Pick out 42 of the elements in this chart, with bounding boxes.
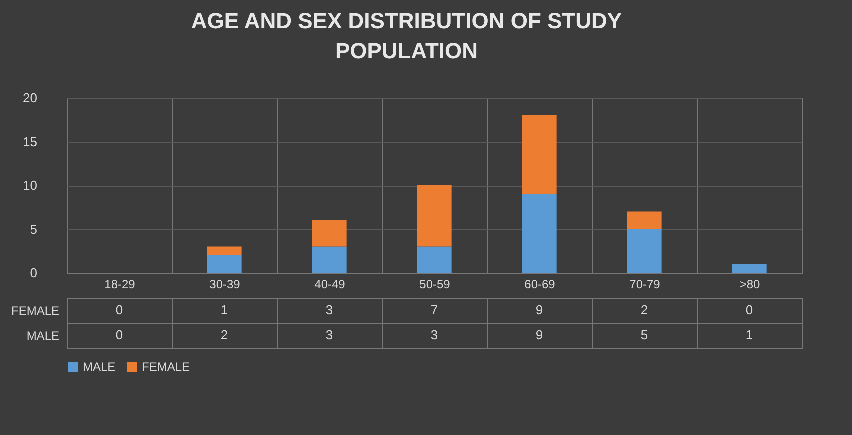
- bar: [207, 256, 242, 273]
- data-label: 2: [220, 328, 228, 342]
- legend-label: FEMALE: [142, 360, 190, 374]
- bar: [312, 246, 347, 273]
- bar: [522, 116, 557, 194]
- data-label: 0: [746, 302, 754, 318]
- x-tick-label: 18-29: [104, 278, 136, 292]
- bar: [417, 186, 452, 247]
- y-tick-label: 20: [23, 90, 38, 106]
- y-tick-label: 5: [30, 222, 38, 237]
- chart-title: AGE AND SEX DISTRIBUTION OF STUDY POPULATION: [191, 8, 622, 64]
- x-tick-label: 40-49: [314, 278, 346, 292]
- x-tick-label: >80: [740, 278, 760, 292]
- data-label: 3: [326, 328, 334, 342]
- legend-label: MALE: [83, 360, 116, 374]
- bar: [312, 220, 347, 247]
- data-label: 0: [116, 302, 124, 318]
- data-label: 7: [430, 302, 438, 318]
- y-tick-label: 15: [23, 134, 38, 150]
- bar: [207, 246, 242, 256]
- bar: [627, 212, 662, 230]
- x-tick-label: 60-69: [524, 278, 556, 292]
- bar: [417, 246, 452, 273]
- data-label: 5: [640, 328, 648, 342]
- bar: [522, 194, 557, 273]
- x-tick-label: 70-79: [630, 278, 661, 292]
- y-tick-label: 10: [23, 178, 38, 193]
- y-tick-label: 0: [30, 266, 38, 280]
- bar: [732, 264, 767, 273]
- data-label: 0: [116, 328, 124, 342]
- text: MALE: [26, 329, 60, 343]
- data-label: 1: [220, 302, 228, 318]
- data-label: 9: [536, 328, 544, 342]
- bar: [627, 229, 662, 273]
- data-label: 1: [746, 328, 754, 342]
- data-label: 3: [430, 328, 438, 342]
- x-tick-label: 50-59: [420, 278, 451, 292]
- data-label: 3: [326, 302, 334, 318]
- text: FEMALE: [11, 304, 60, 318]
- data-label: 9: [536, 302, 544, 318]
- x-tick-label: 30-39: [210, 278, 241, 292]
- data-label: 2: [640, 302, 648, 318]
